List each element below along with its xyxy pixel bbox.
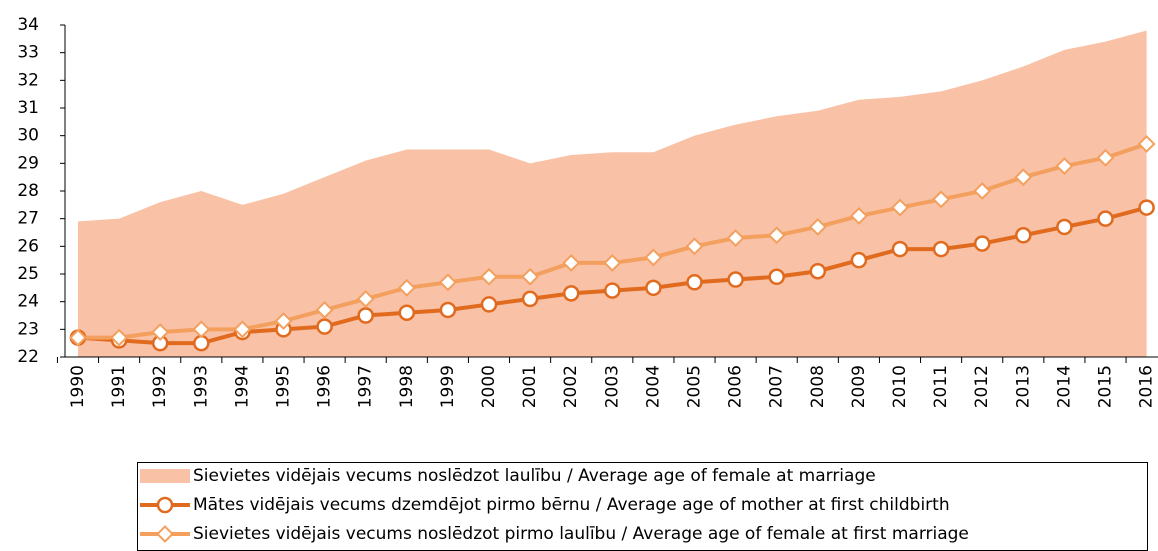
marker	[1055, 157, 1074, 176]
x-tick-label: 1995	[274, 365, 294, 408]
marker	[438, 273, 457, 292]
marker	[156, 525, 174, 543]
x-tick-label: 2001	[520, 365, 540, 408]
x-tick-label: 2005	[685, 365, 705, 408]
y-tick-label: 29	[17, 153, 39, 173]
marker	[808, 218, 827, 236]
y-tick-label: 34	[17, 15, 39, 35]
marker	[562, 254, 581, 272]
legend-label: Mātes vidējais vecums dzemdējot pirmo bē…	[193, 495, 950, 515]
legend-box	[137, 462, 1148, 551]
y-tick-label: 33	[17, 43, 39, 63]
y-tick-label: 22	[17, 347, 39, 367]
x-tick-label: 1999	[438, 365, 458, 408]
marker	[1014, 168, 1033, 187]
x-tick-label: 1991	[109, 365, 129, 408]
marker	[973, 235, 991, 252]
marker	[480, 296, 498, 313]
x-tick-label: 2015	[1096, 365, 1116, 408]
marker	[645, 279, 662, 297]
y-tick-label: 30	[17, 126, 39, 146]
marker	[439, 301, 457, 319]
marker	[521, 290, 539, 308]
marker	[156, 496, 174, 514]
x-tick-label: 1996	[315, 365, 335, 408]
marker	[726, 229, 745, 247]
x-tick-label: 2010	[890, 365, 910, 408]
legend-swatch	[140, 469, 190, 483]
marker	[316, 318, 333, 335]
marker	[397, 278, 416, 297]
marker	[932, 240, 950, 258]
marker	[357, 307, 374, 324]
x-tick-label: 2006	[726, 365, 746, 408]
marker	[1138, 199, 1155, 216]
x-tick-label: 2002	[561, 365, 581, 408]
marker	[973, 182, 992, 200]
marker	[398, 304, 416, 321]
y-tick-label: 27	[17, 209, 39, 229]
x-tick-label: 2009	[849, 365, 869, 408]
marker	[274, 312, 293, 330]
marker	[110, 328, 129, 347]
x-tick-label: 1990	[68, 365, 88, 408]
marker	[480, 267, 498, 286]
marker	[603, 254, 622, 272]
x-tick-label: 2016	[1137, 365, 1157, 408]
y-tick-label: 24	[17, 292, 39, 312]
x-tick-label: 1997	[356, 365, 376, 408]
x-tick-label: 2004	[643, 365, 663, 408]
marker	[685, 237, 704, 256]
x-tick-label: 2007	[767, 365, 787, 408]
x-tick-label: 1994	[232, 365, 252, 408]
marker	[1097, 210, 1114, 227]
marker	[521, 267, 540, 286]
x-tick-label: 2012	[972, 365, 992, 408]
y-tick-label: 31	[17, 98, 39, 118]
marker	[192, 320, 211, 339]
marker	[1056, 218, 1073, 236]
marker	[727, 271, 744, 288]
x-tick-label: 2000	[479, 365, 499, 408]
marker	[1096, 148, 1115, 167]
marker	[233, 320, 252, 339]
marker	[849, 206, 868, 225]
marker	[151, 323, 170, 342]
x-tick-label: 1993	[191, 365, 211, 408]
marker	[69, 328, 87, 347]
marker	[644, 248, 663, 267]
area	[78, 30, 1147, 358]
marker	[932, 190, 951, 209]
marker	[767, 226, 786, 245]
marker	[604, 282, 621, 299]
y-tick-label: 23	[17, 319, 39, 339]
x-tick-label: 1992	[150, 365, 170, 408]
marker	[1137, 135, 1156, 153]
y-tick-label: 25	[17, 264, 39, 284]
x-tick-label: 1998	[397, 365, 417, 408]
x-tick-label: 2011	[931, 365, 951, 408]
x-tick-label: 2008	[808, 365, 828, 408]
y-tick-label: 26	[17, 236, 39, 256]
x-tick-label: 2014	[1054, 365, 1074, 408]
marker	[315, 301, 334, 319]
marker	[891, 240, 909, 258]
y-tick-label: 28	[17, 181, 39, 201]
legend-label: Sievietes vidējais vecums noslēdzot pirm…	[193, 524, 969, 544]
marker	[562, 285, 580, 302]
marker	[891, 198, 909, 217]
legend-label: Sievietes vidējais vecums noslēdzot laul…	[193, 466, 876, 486]
x-tick-label: 2003	[602, 365, 622, 408]
x-tick-label: 2013	[1013, 365, 1033, 408]
marker	[768, 268, 785, 286]
marker	[686, 274, 703, 291]
marker	[1015, 227, 1032, 244]
marker	[850, 251, 868, 269]
y-tick-label: 32	[17, 70, 39, 90]
marker	[356, 289, 375, 308]
marker	[809, 262, 827, 280]
marker	[193, 334, 210, 352]
